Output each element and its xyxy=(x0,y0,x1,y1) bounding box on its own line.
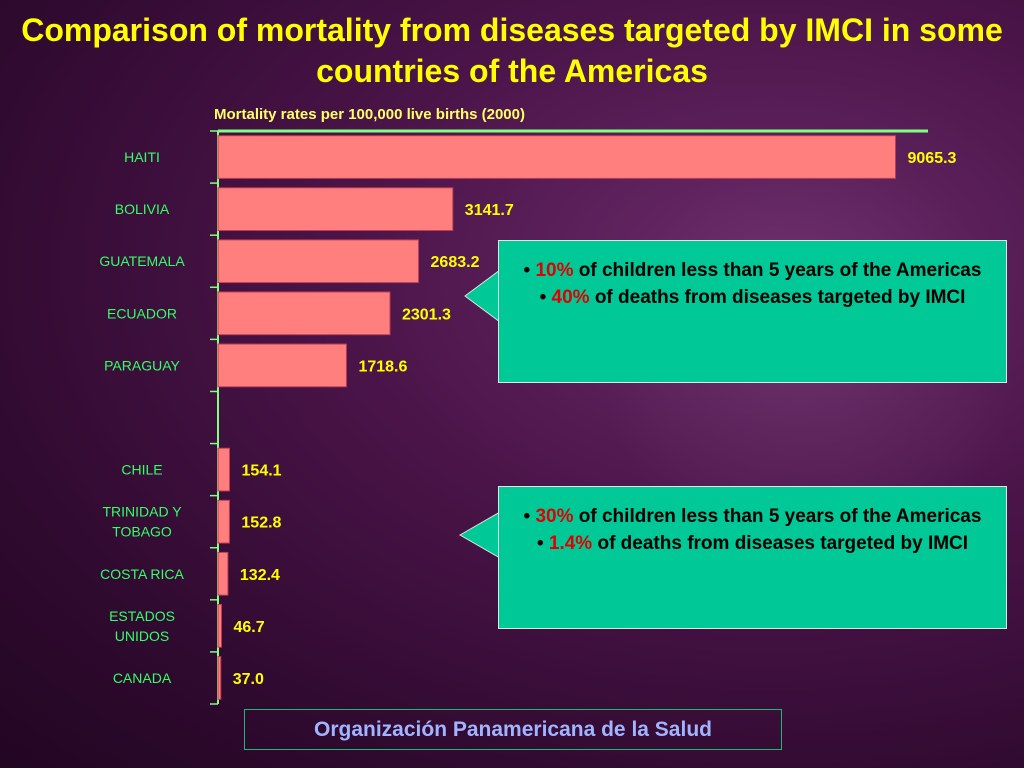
chart-bars xyxy=(217,135,897,700)
callout-2-line-2: • 1.4% of deaths from diseases targeted … xyxy=(536,533,969,554)
callout-1-pointer xyxy=(464,269,501,323)
data-label: 37.0 xyxy=(233,671,264,688)
chart-subtitle: Mortality rates per 100,000 live births … xyxy=(214,106,525,123)
bar xyxy=(217,187,454,231)
data-label: 154.1 xyxy=(242,463,282,480)
bar xyxy=(217,135,897,179)
category-label: CANADA xyxy=(113,670,172,686)
callout-1-text-2: of deaths from diseases targeted by IMCI xyxy=(594,287,966,308)
callout-1-line-2: • 40% of deaths from diseases targeted b… xyxy=(539,287,966,308)
callout-pointers xyxy=(458,269,501,559)
callout-1-stat-2: 40% xyxy=(551,287,590,308)
callout-box-1: • 10% of children less than 5 years of t… xyxy=(498,240,1007,383)
bar xyxy=(217,343,347,388)
category-label: COSTA RICA xyxy=(100,566,184,582)
bar xyxy=(217,551,229,596)
category-label: UNIDOS xyxy=(115,628,169,644)
callout-1-line-1: • 10% of children less than 5 years of t… xyxy=(523,260,982,281)
data-label: 1718.6 xyxy=(358,358,407,375)
category-label: CHILE xyxy=(121,462,162,478)
category-label: HAITI xyxy=(124,149,160,165)
callout-2-text-1: of children less than 5 years of the Ame… xyxy=(578,506,982,527)
callout-2-stat-1: 30% xyxy=(535,506,574,527)
data-label: 152.8 xyxy=(241,515,281,532)
callout-2-pointer xyxy=(458,511,501,559)
callout-1-text-1: of children less than 5 years of the Ame… xyxy=(578,260,982,281)
bar xyxy=(217,447,231,492)
category-label: TRINIDAD Y xyxy=(102,504,182,520)
bar xyxy=(217,604,222,648)
data-label: 132.4 xyxy=(240,567,280,584)
category-label: PARAGUAY xyxy=(104,357,180,373)
footer-organization: Organización Panamericana de la Salud xyxy=(244,709,782,750)
callout-2-line-1: • 30% of children less than 5 years of t… xyxy=(523,506,982,527)
category-label: TOBAGO xyxy=(112,524,172,540)
data-label: 2301.3 xyxy=(402,306,451,323)
callout-2-stat-2: 1.4% xyxy=(548,533,593,554)
callout-2-text-2: of deaths from diseases targeted by IMCI xyxy=(597,533,969,554)
callout-box-2: • 30% of children less than 5 years of t… xyxy=(498,486,1007,629)
bar xyxy=(217,499,230,544)
bar xyxy=(217,239,420,284)
bar xyxy=(217,656,222,700)
callout-1-stat-1: 10% xyxy=(535,260,574,281)
category-label: ECUADOR xyxy=(107,305,177,321)
category-label: GUATEMALA xyxy=(99,253,185,269)
category-label: BOLIVIA xyxy=(115,201,170,217)
bar xyxy=(217,291,391,336)
data-label: 9065.3 xyxy=(908,150,957,167)
chart-labels: 9065.3 HAITI 3141.7 BOLIVIA 2683.2 GUATEMALA 2… xyxy=(99,149,956,688)
data-label: 3141.7 xyxy=(465,202,514,219)
page-title: Comparison of mortality from diseases ta… xyxy=(21,12,1003,89)
data-label: 46.7 xyxy=(233,619,264,636)
data-label: 2683.2 xyxy=(431,254,480,271)
category-label: ESTADOS xyxy=(109,608,175,624)
